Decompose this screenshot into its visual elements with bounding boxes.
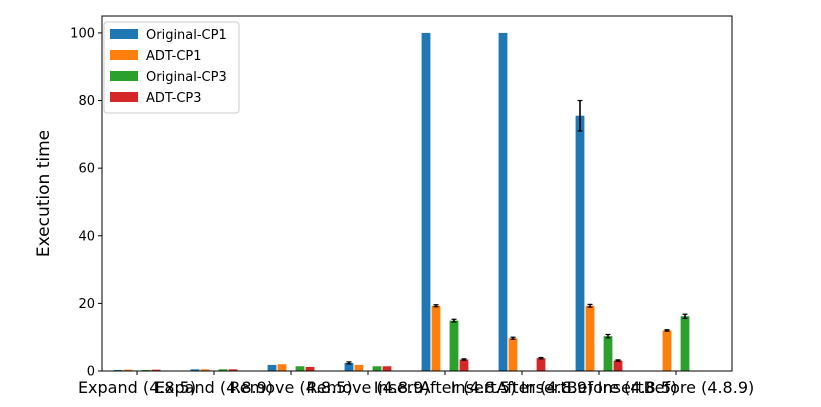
legend-label: ADT-CP1 (146, 49, 202, 64)
bar-original-cp1-2 (267, 364, 277, 371)
x-tick-label: InsertAfter (4.8.9) (451, 378, 594, 397)
bar-original-cp3-3 (372, 366, 382, 371)
plot-frame (101, 15, 733, 372)
bar-adt-cp3-1 (228, 369, 238, 371)
bar-original-cp1-5 (498, 32, 508, 372)
errorbars-layer (346, 99, 688, 365)
legend-swatch (110, 92, 138, 102)
bar-original-cp3-2 (295, 366, 305, 371)
x-axis: Expand (4.8.5)Expand (4.8.9)Remove (4.8.… (78, 371, 754, 397)
bar-original-cp3-7 (680, 316, 690, 371)
y-tick-label: 40 (78, 229, 95, 244)
y-axis: 0 20 40 60 80 100 (70, 26, 102, 380)
bar-adt-cp1-3 (354, 364, 364, 371)
bar-adt-cp3-0 (151, 369, 161, 371)
bar-adt-cp1-5 (508, 338, 518, 371)
bar-adt-cp3-6 (613, 360, 623, 371)
bar-adt-cp1-2 (277, 364, 287, 371)
bar-original-cp3-1 (218, 369, 228, 371)
legend-label: Original-CP3 (146, 70, 227, 85)
x-tick-label: InsertAfter (4.8.5) (374, 378, 517, 397)
bar-adt-cp1-6 (585, 305, 595, 371)
bar-original-cp1-1 (190, 369, 200, 371)
bar-original-cp3-6 (603, 336, 613, 371)
legend-swatch (110, 29, 138, 39)
bar-adt-cp3-4 (459, 359, 469, 371)
bars-layer (113, 32, 690, 372)
x-tick-label: Expand (4.8.9) (155, 378, 273, 397)
bar-original-cp1-6 (575, 115, 585, 371)
y-axis-title: Execution time (34, 130, 54, 257)
y-tick-label: 80 (78, 94, 95, 109)
y-tick-label: 0 (87, 365, 95, 380)
bar-original-cp3-0 (141, 369, 151, 371)
legend-box (103, 21, 240, 114)
bar-adt-cp3-2 (305, 366, 315, 371)
legend-swatch (110, 50, 138, 60)
y-tick-label: 60 (78, 162, 95, 177)
legend: Original-CP1 ADT-CP1 Original-CP3 ADT-CP3 (103, 21, 240, 114)
bar-original-cp1-4 (421, 32, 431, 372)
x-tick-label: Remove (4.8.5) (229, 378, 352, 397)
x-tick-label: InsertBefore (4.8.9) (598, 378, 754, 397)
legend-label: ADT-CP3 (146, 91, 202, 106)
bar-original-cp1-0 (113, 369, 123, 371)
legend-label: Original-CP1 (146, 28, 227, 43)
bar-adt-cp1-4 (431, 305, 441, 371)
bar-adt-cp1-7 (662, 330, 672, 371)
x-tick-label: InsertBefore (4.8.5) (521, 378, 677, 397)
bar-adt-cp1-0 (123, 369, 133, 371)
y-tick-label: 20 (78, 297, 95, 312)
bar-adt-cp1-1 (200, 369, 210, 371)
bar-adt-cp3-5 (536, 358, 546, 371)
y-tick-label: 100 (70, 26, 95, 41)
bar-original-cp1-3 (344, 362, 354, 371)
x-tick-label: Expand (4.8.5) (78, 378, 196, 397)
x-tick-label: Remove (4.8.9) (306, 378, 429, 397)
legend-swatch (110, 71, 138, 81)
bar-adt-cp3-3 (382, 366, 392, 371)
bar-original-cp3-4 (449, 320, 459, 371)
